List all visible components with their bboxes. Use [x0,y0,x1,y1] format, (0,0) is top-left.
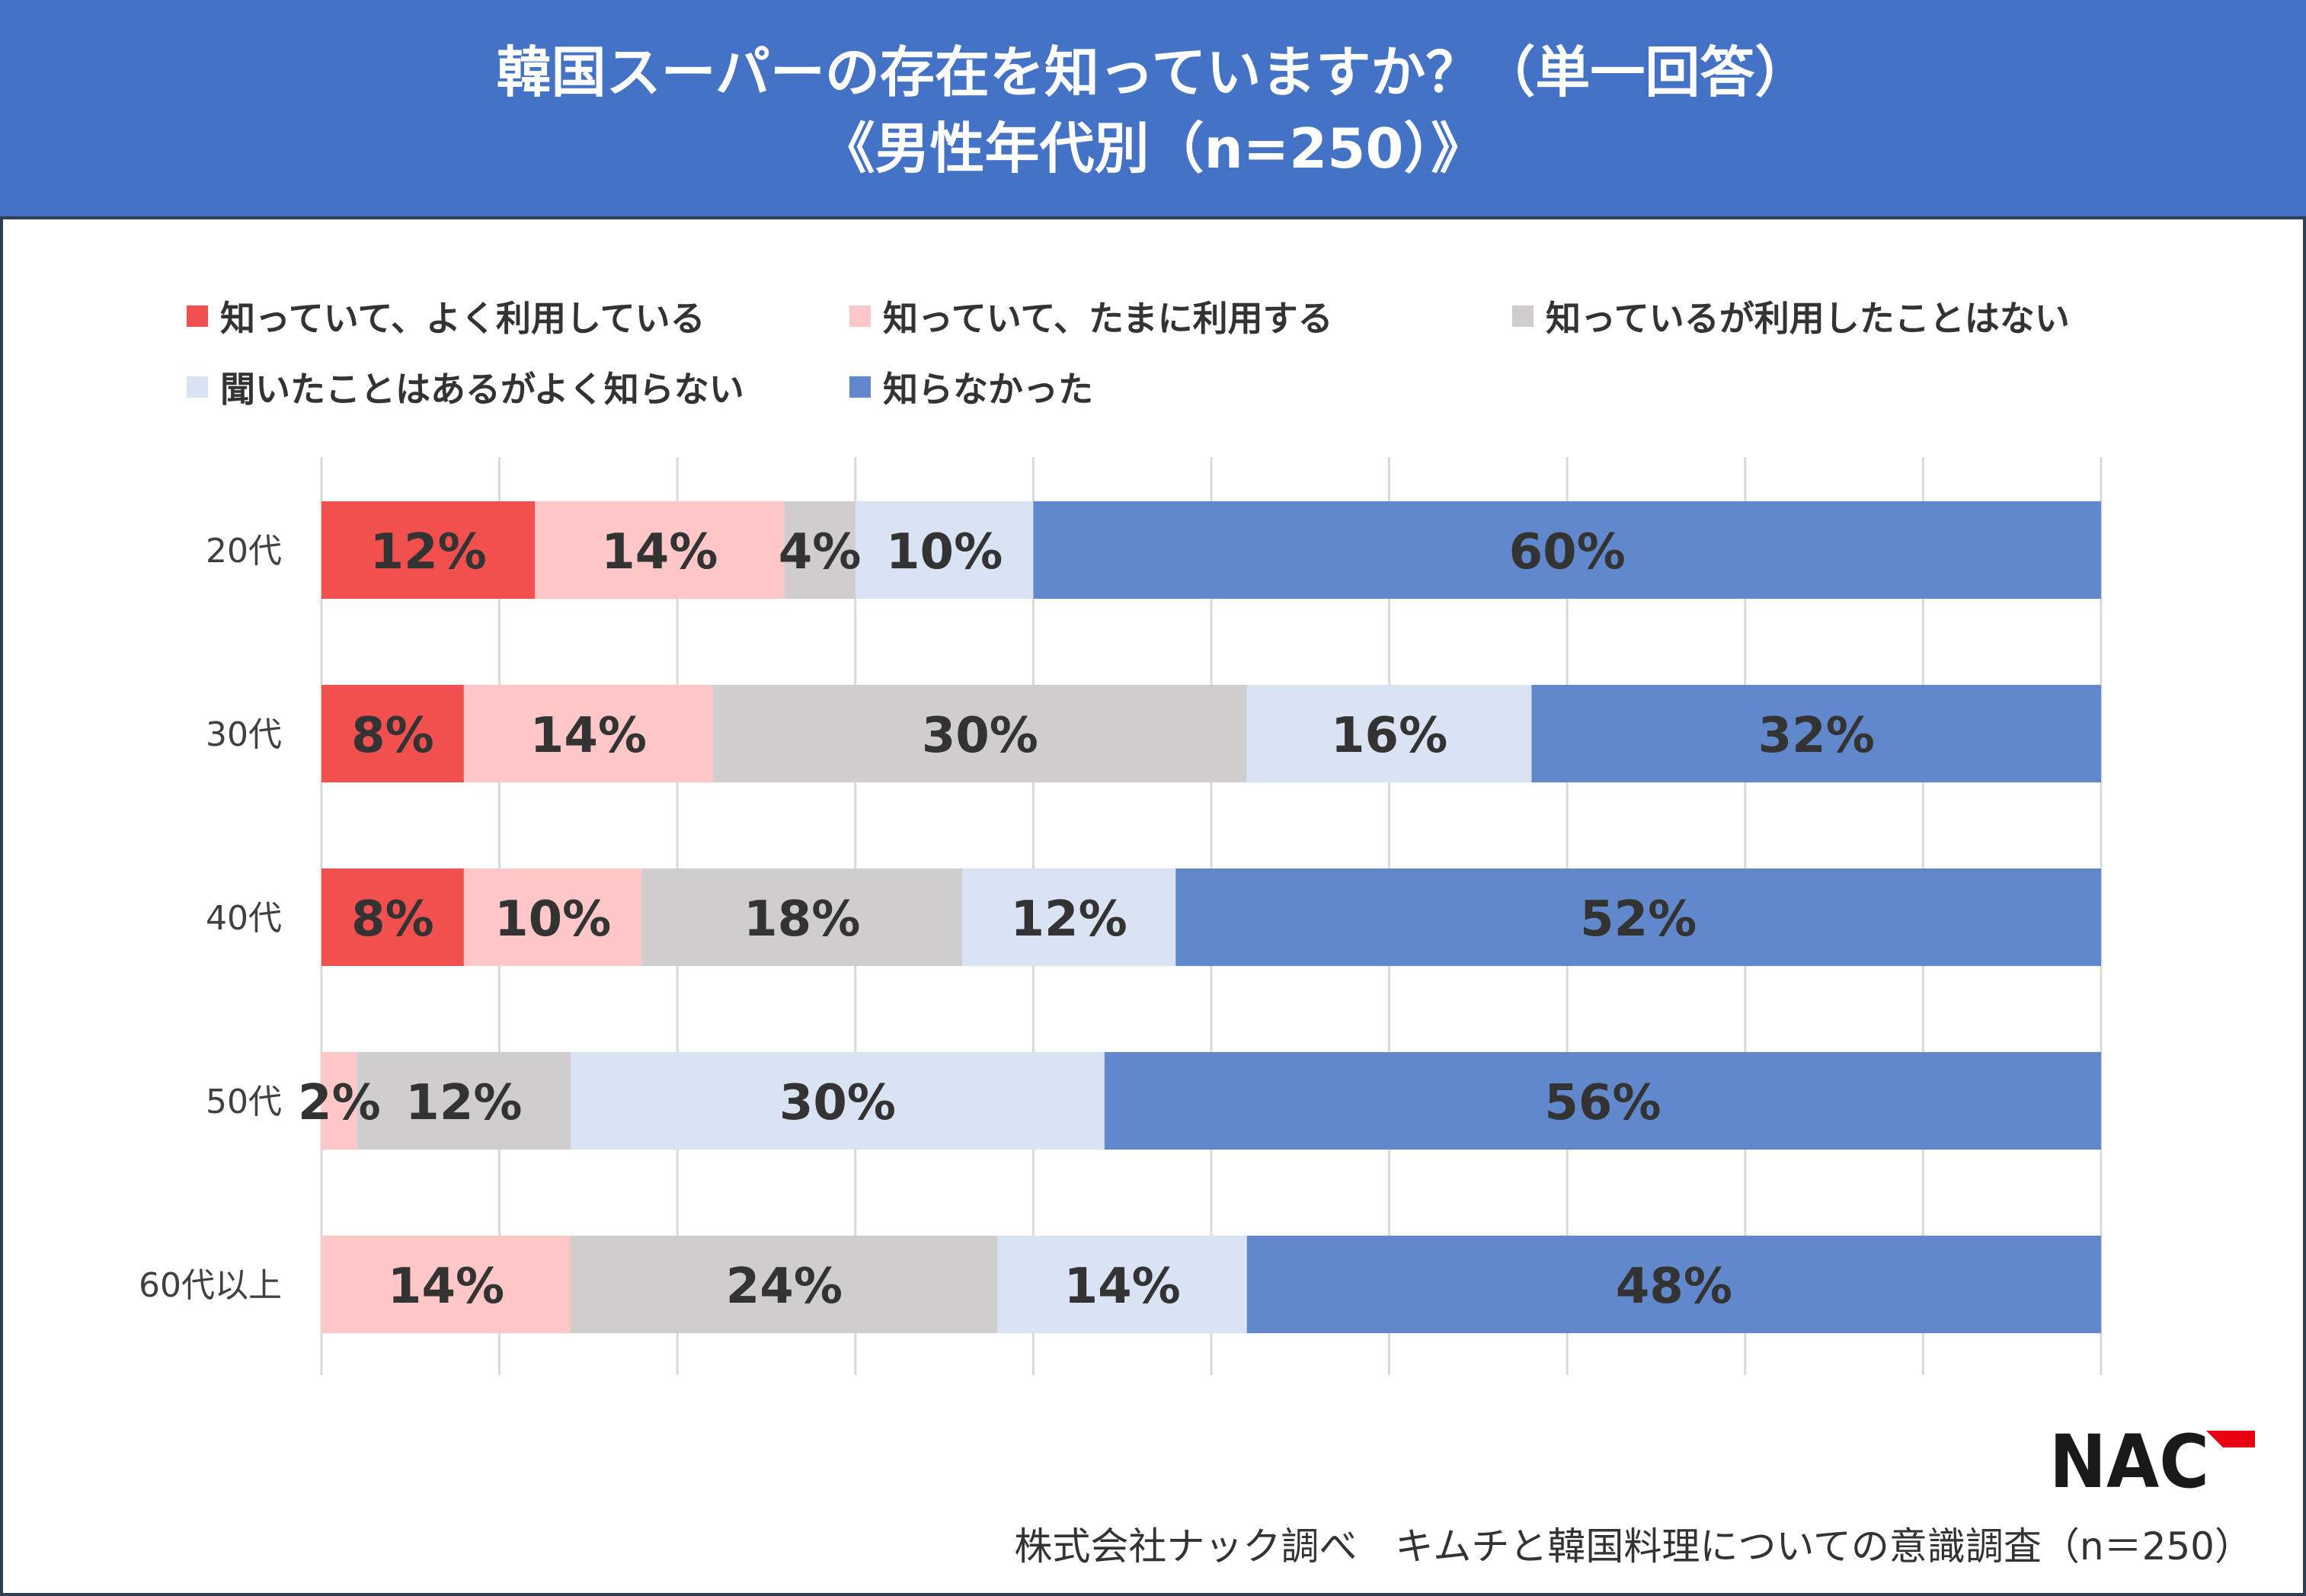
data-label: 8% [351,708,434,764]
data-label: 32% [1758,708,1875,764]
legend: 知っていて、よく利用している 知っていて、たまに利用する 知っているが利用したこ… [0,0,2306,457]
source-note: 株式会社ナック調べ キムチと韓国料理についての意識調査（n＝250） [1014,1524,2253,1569]
category-label: 20代 [206,532,282,571]
data-label: 48% [1616,1259,1732,1315]
category-label: 30代 [206,715,282,754]
bar-segment [571,1236,998,1333]
bar-segment [357,1052,571,1150]
bar-segment [321,1236,571,1333]
chart-subtitle: 《男性年代別（n=250）》 [820,117,1486,181]
bar-segment [463,685,713,782]
data-label: 12% [370,524,487,581]
legend-item-frequent-use: 知っていて、よく利用している [187,293,705,339]
legend-swatch [849,376,871,398]
bar-segments [321,501,2101,1333]
data-label: 12% [1011,891,1127,948]
data-label: 60% [1509,524,1626,581]
nac-logo: NAC [2049,1425,2255,1493]
data-label: 14% [601,524,718,581]
data-label: 24% [726,1259,843,1315]
data-label: 12% [405,1075,522,1131]
bar-segment [855,501,1034,599]
bar-segment [321,501,536,599]
bar-segment [463,868,642,966]
bar-segment [535,501,785,599]
bar-segment [1246,1236,2101,1333]
data-label: 30% [922,708,1038,764]
data-labels: 12% 14% 4% 10% 60% 8% 14% 30% 16% 32% 8% 10% 18% 12% 5… [298,524,1875,1315]
data-label: 10% [494,891,611,948]
category-labels: 20代 30代 40代 50代 60代以上 [139,532,282,1305]
data-label: 52% [1580,891,1697,948]
legend-item-unaware: 知らなかった [849,364,1093,410]
data-label: 16% [1331,708,1447,764]
legend-swatch [187,376,208,398]
bar-segment [1104,1052,2101,1150]
bar-segment [571,1052,1105,1150]
legend-swatch [1512,305,1534,327]
bar-segment [1531,685,2101,782]
title-bar: 韓国スーパーの存在を知っていますか？（単一回答） 《男性年代別（n=250）》 [0,0,2306,219]
bar-segment [321,868,464,966]
legend-label: 知っているが利用したことはない [1546,298,2070,339]
data-label: 14% [1064,1259,1181,1315]
bar-segment [1175,868,2101,966]
svg-text:NAC: NAC [2049,1425,2209,1493]
legend-item-never-used: 知っているが利用したことはない [1512,293,2070,339]
bar-segment [961,868,1176,966]
bar-segment [1246,685,1532,782]
legend-label: 知らなかった [883,369,1093,410]
bar-segment [997,1236,1247,1333]
data-label: 8% [351,891,434,948]
chart-title: 韓国スーパーの存在を知っていますか？（単一回答） [496,40,1810,104]
legend-swatch [187,305,208,327]
data-label: 2% [298,1075,381,1131]
data-label: 4% [779,524,862,581]
bar-segment [641,868,962,966]
category-label: 60代以上 [139,1266,282,1305]
data-label: 18% [744,891,860,948]
legend-item-occasional-use: 知っていて、たまに利用する [849,293,1333,339]
legend-item-heard-of: 聞いたことはあるがよく知らない [187,364,744,410]
category-label: 40代 [206,899,282,938]
legend-label: 知っていて、たまに利用する [883,298,1333,339]
bar-segment [321,1052,357,1150]
legend-swatch [849,305,871,327]
legend-label: 知っていて、よく利用している [220,298,705,339]
bar-segment [1033,501,2101,599]
legend-label: 聞いたことはあるがよく知らない [220,369,744,410]
bar-segment [712,685,1247,782]
bar-segment [784,501,856,599]
data-label: 30% [779,1075,896,1131]
category-label: 50代 [206,1083,282,1121]
data-label: 14% [388,1259,504,1315]
data-label: 14% [530,708,647,764]
data-label: 10% [886,524,1003,581]
bar-segment [321,685,464,782]
data-label: 56% [1544,1075,1661,1131]
